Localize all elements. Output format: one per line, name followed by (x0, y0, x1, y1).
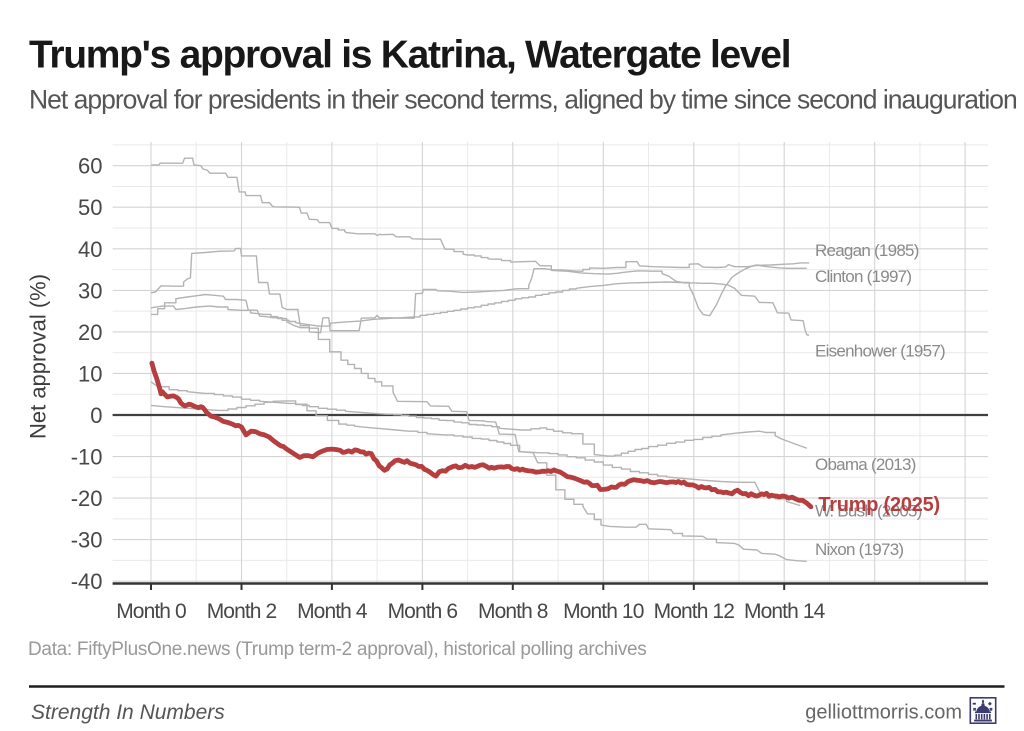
svg-text:Trump's approval is Katrina, W: Trump's approval is Katrina, Watergate l… (29, 34, 790, 77)
svg-text:gelliottmorris.com: gelliottmorris.com (805, 702, 962, 724)
svg-text:-20: -20 (71, 486, 103, 511)
svg-text:-40: -40 (71, 569, 103, 594)
svg-text:Nixon (1973): Nixon (1973) (815, 540, 903, 559)
svg-text:Data: FiftyPlusOne.news (Trump: Data: FiftyPlusOne.news (Trump term-2 ap… (28, 639, 647, 660)
svg-text:Month 14: Month 14 (744, 600, 826, 623)
svg-text:40: 40 (78, 237, 102, 262)
svg-text:Net approval (%): Net approval (%) (26, 274, 51, 439)
svg-text:Eisenhower (1957): Eisenhower (1957) (815, 342, 945, 361)
svg-text:10: 10 (78, 361, 102, 386)
svg-text:-30: -30 (71, 528, 103, 553)
svg-text:W. Bush (2005): W. Bush (2005) (815, 502, 922, 521)
svg-text:60: 60 (78, 154, 102, 179)
svg-text:Month 0: Month 0 (116, 600, 186, 623)
svg-text:50: 50 (78, 195, 102, 220)
svg-text:Month 8: Month 8 (478, 600, 548, 623)
svg-text:-10: -10 (71, 445, 103, 470)
svg-text:Reagan (1985): Reagan (1985) (815, 241, 919, 260)
svg-text:20: 20 (78, 320, 102, 345)
svg-text:Month 10: Month 10 (563, 600, 644, 623)
svg-text:Month 4: Month 4 (297, 600, 368, 623)
svg-text:Month 12: Month 12 (654, 600, 735, 623)
svg-text:Obama (2013): Obama (2013) (815, 455, 916, 474)
svg-text:Net approval for presidents in: Net approval for presidents in their sec… (29, 85, 1017, 115)
svg-text:Month 6: Month 6 (388, 600, 458, 623)
svg-text:Clinton (1997): Clinton (1997) (815, 267, 911, 286)
svg-text:0: 0 (90, 403, 102, 428)
svg-text:30: 30 (78, 278, 102, 303)
svg-text:Month 2: Month 2 (207, 600, 277, 623)
svg-text:Strength In Numbers: Strength In Numbers (31, 701, 225, 724)
svg-text:Trump (2025): Trump (2025) (818, 494, 939, 516)
